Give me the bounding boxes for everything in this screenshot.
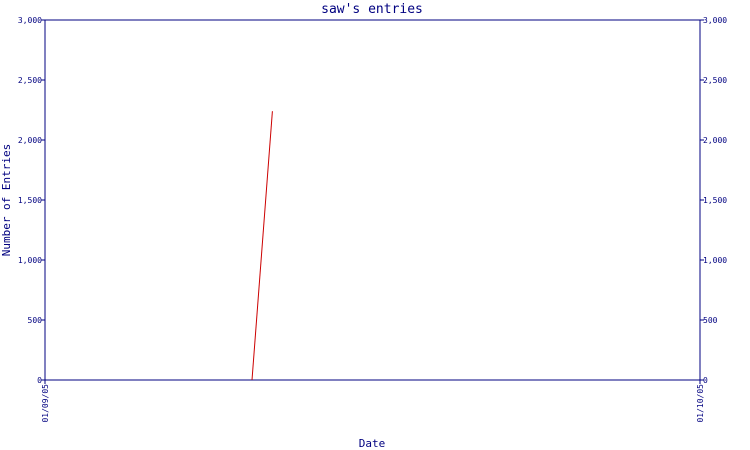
y-tick-label-left: 2,500	[18, 76, 42, 85]
y-tick-label-left: 1,000	[18, 256, 42, 265]
y-tick-label-right: 3,000	[703, 16, 727, 25]
x-tick-label: 01/10/05	[696, 384, 705, 423]
y-tick-label-right: 500	[703, 316, 718, 325]
y-tick-label-left: 2,000	[18, 136, 42, 145]
x-ticks: 01/09/05 01/10/05	[41, 380, 705, 423]
y-ticks: 0 0 500 500 1,000 1,000 1,500 1,500 2,000 2,000 2,…	[18, 16, 727, 385]
y-tick-label-right: 2,500	[703, 76, 727, 85]
y-tick-label-right: 2,000	[703, 136, 727, 145]
x-axis-label: Date	[359, 437, 386, 450]
chart-title: saw's entries	[321, 2, 423, 17]
y-tick-label-left: 500	[28, 316, 43, 325]
y-tick-label-right: 1,000	[703, 256, 727, 265]
series-layer	[251, 111, 273, 381]
y-tick-label-right: 1,500	[703, 196, 727, 205]
y-tick-label-right: 0	[703, 376, 708, 385]
y-axis-label: Number of Entries	[0, 144, 13, 257]
series-line	[251, 111, 273, 381]
y-tick-label-left: 0	[37, 376, 42, 385]
y-tick-label-left: 1,500	[18, 196, 42, 205]
x-tick-label: 01/09/05	[41, 384, 50, 423]
y-tick-label-left: 3,000	[18, 16, 42, 25]
